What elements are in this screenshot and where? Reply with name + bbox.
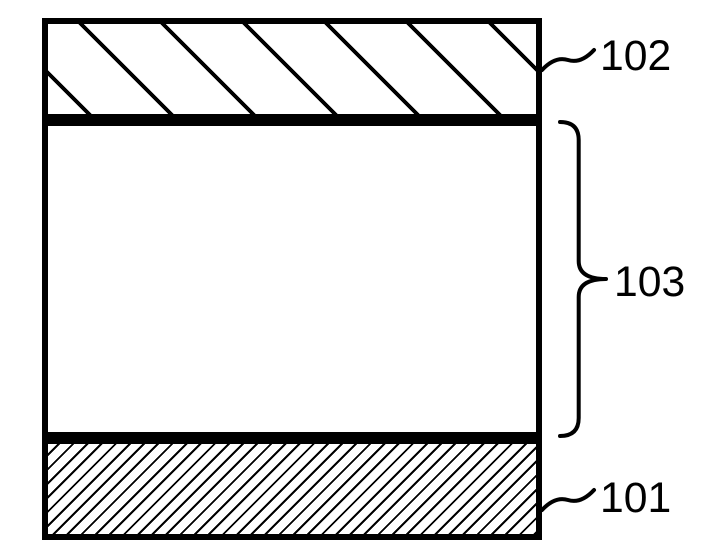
label-103: 103	[614, 258, 685, 307]
diagram-stage: 102 103 101	[0, 0, 704, 556]
label-102: 102	[600, 32, 671, 81]
layer-top	[42, 18, 542, 120]
layer-middle	[42, 120, 542, 438]
layer-stack	[42, 18, 542, 540]
layer-bottom	[42, 438, 542, 540]
label-101: 101	[600, 474, 671, 523]
brace-leader-103	[554, 116, 612, 442]
